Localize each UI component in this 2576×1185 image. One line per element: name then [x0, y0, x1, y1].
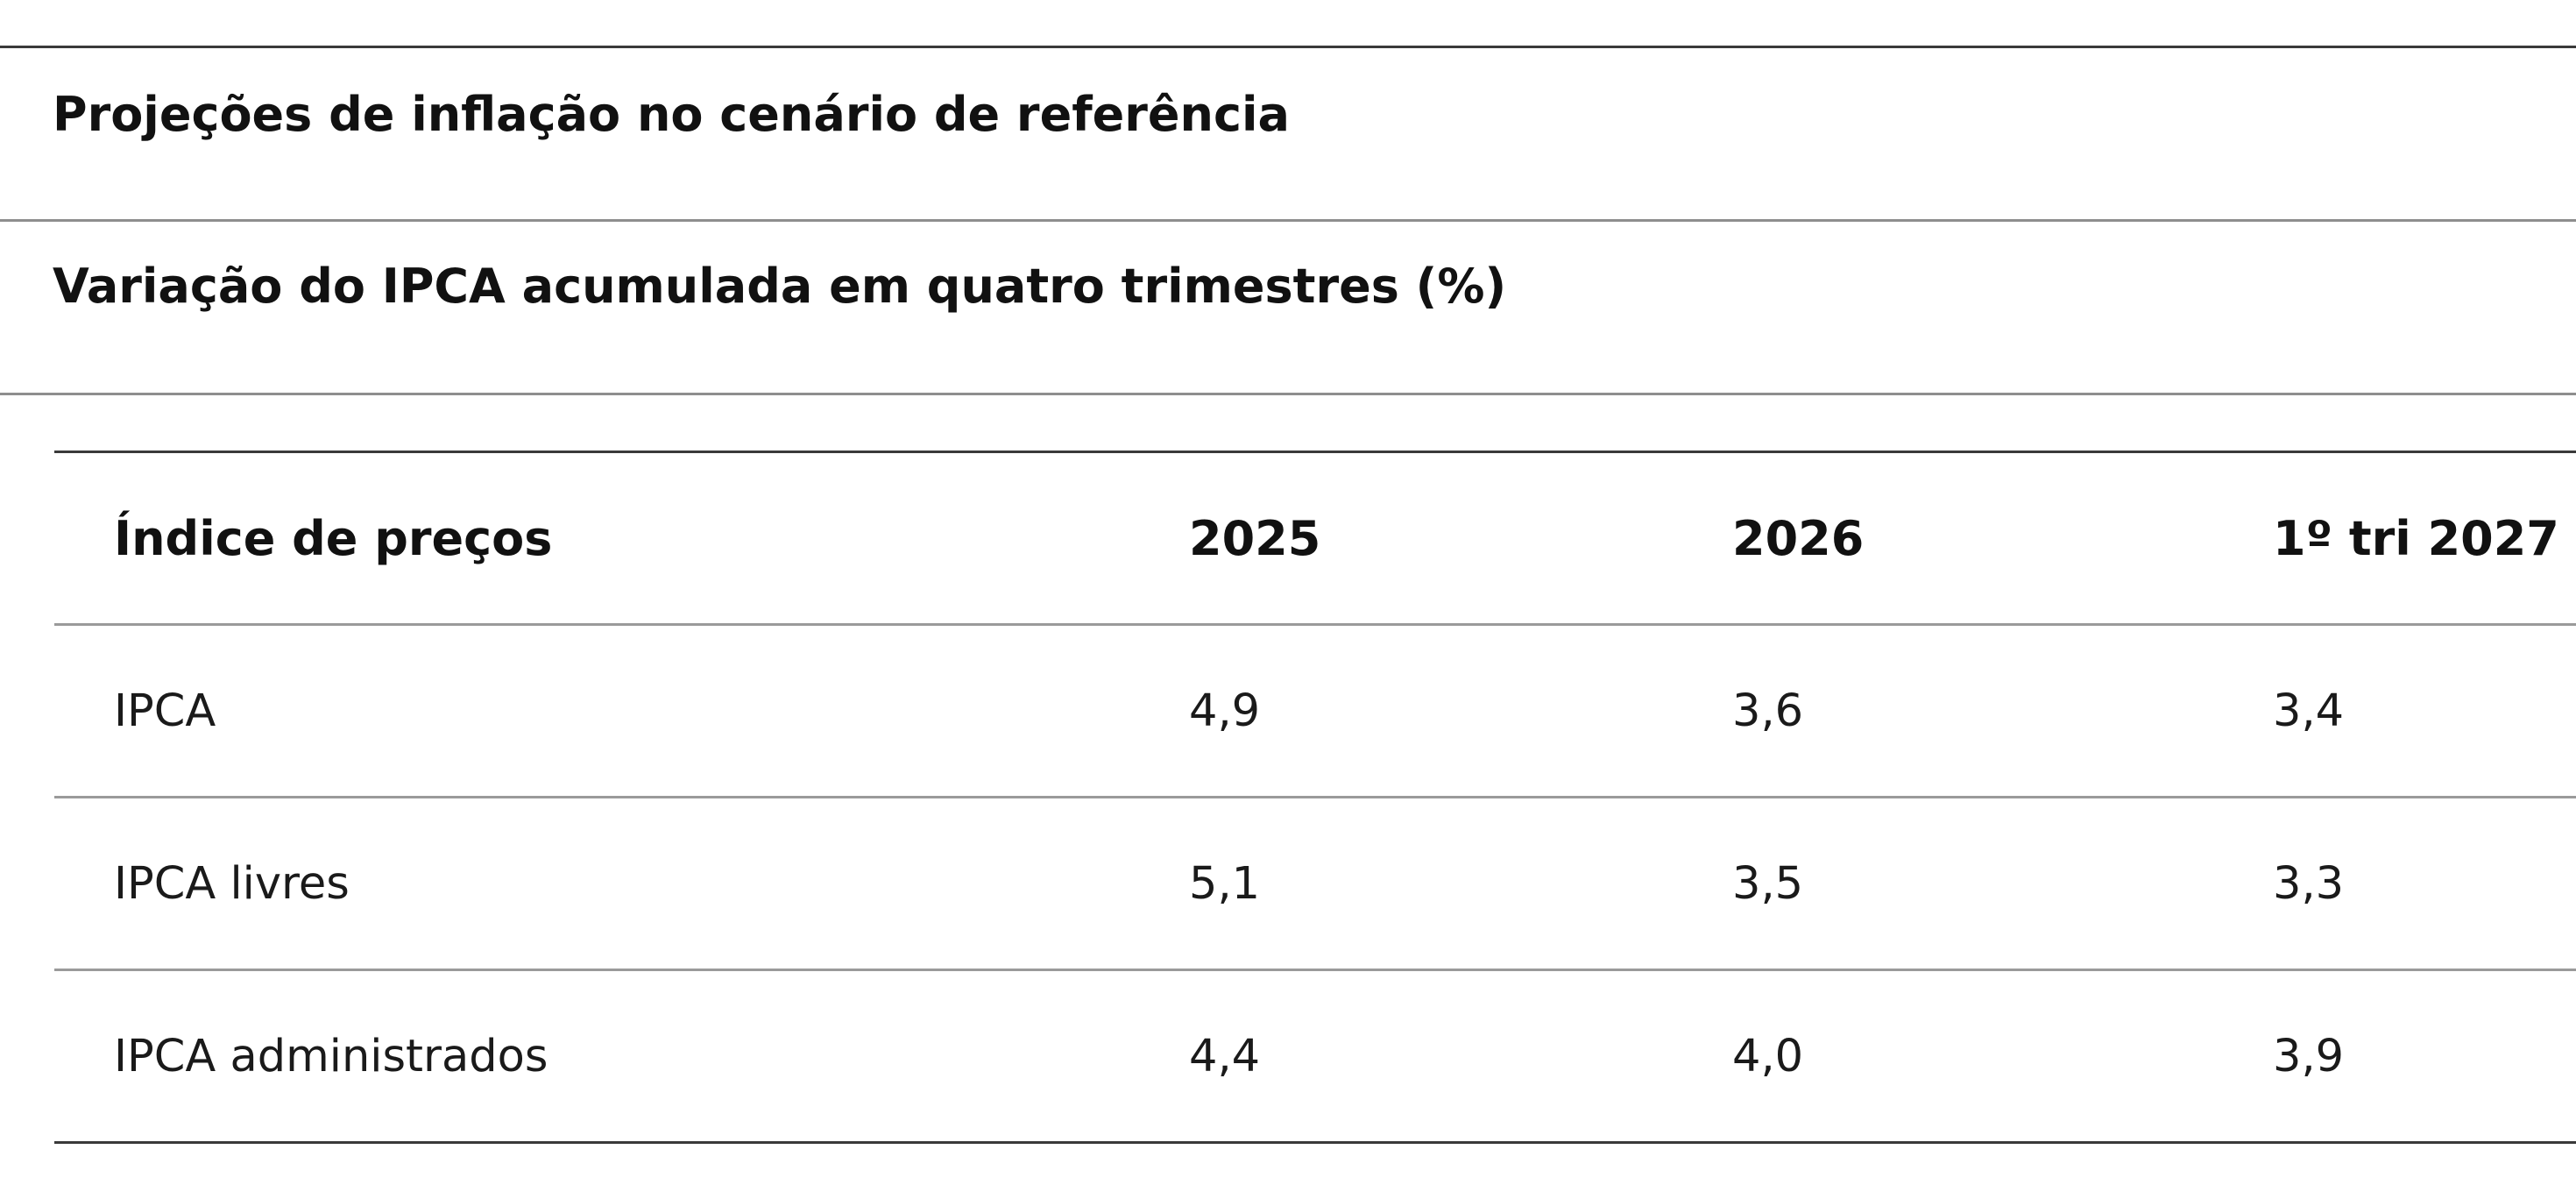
value-2026: 3,6	[1732, 685, 1804, 737]
table-row: IPCA administrados 4,4 4,0 3,9	[54, 970, 2576, 1143]
table-subtitle: Variação do IPCA acumulada em quatro tri…	[53, 259, 1507, 314]
table-row: IPCA 4,9 3,6 3,4	[54, 625, 2576, 798]
row-label: IPCA administrados	[114, 1030, 548, 1082]
header-q1-2027: 1º tri 2027	[2273, 510, 2559, 566]
value-2025: 5,1	[1189, 857, 1261, 910]
value-2026: 3,5	[1732, 857, 1804, 910]
row-label: IPCA	[114, 685, 216, 737]
value-2026: 4,0	[1732, 1030, 1804, 1082]
table-header-row: Índice de preços 2025 2026 1º tri 2027	[54, 451, 2576, 625]
value-2025: 4,4	[1189, 1030, 1261, 1082]
value-q1-2027: 3,3	[2273, 857, 2345, 910]
title-divider	[0, 219, 2576, 222]
value-q1-2027: 3,9	[2273, 1030, 2345, 1082]
table-row: IPCA livres 5,1 3,5 3,3	[54, 798, 2576, 970]
header-2025: 2025	[1189, 510, 1321, 566]
page-title: Projeções de inflação no cenário de refe…	[53, 87, 1290, 142]
subtitle-divider	[0, 393, 2576, 395]
inflation-projections-table: Índice de preços 2025 2026 1º tri 2027 I…	[54, 451, 2576, 1144]
value-q1-2027: 3,4	[2273, 685, 2345, 737]
header-2026: 2026	[1732, 510, 1865, 566]
projections-table-container: Índice de preços 2025 2026 1º tri 2027 I…	[54, 451, 2576, 1144]
header-price-index: Índice de preços	[114, 510, 553, 566]
row-label: IPCA livres	[114, 857, 350, 910]
top-divider	[0, 46, 2576, 48]
value-2025: 4,9	[1189, 685, 1261, 737]
